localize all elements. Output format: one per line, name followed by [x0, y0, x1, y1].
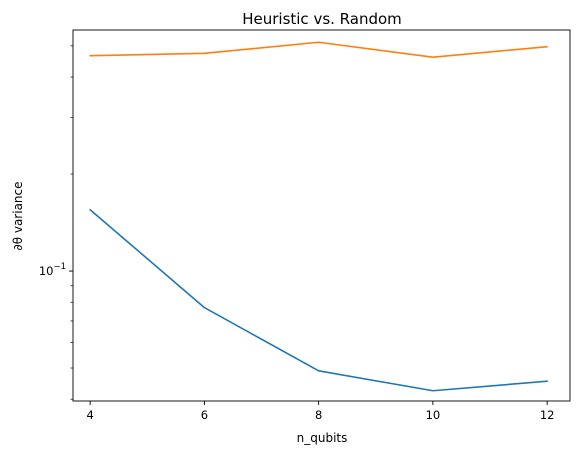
x-tick-label: 8	[315, 408, 322, 422]
x-tick-label: 12	[540, 408, 555, 422]
plot-frame	[72, 29, 571, 402]
y-tick-label: 10−1	[39, 262, 66, 278]
series-line-1	[89, 208, 548, 392]
series-layer	[89, 41, 548, 392]
plot-area	[73, 30, 570, 401]
y-axis-label: ∂θ variance	[11, 181, 25, 250]
x-tick-label: 10	[426, 408, 441, 422]
chart-title: Heuristic vs. Random	[242, 10, 402, 28]
series-line-2	[89, 41, 548, 59]
x-tick-label: 4	[86, 408, 93, 422]
ticks-layer: 4 6 8 10 12 10−1	[39, 45, 555, 422]
x-tick-label: 6	[201, 408, 208, 422]
x-axis-label: n_qubits	[297, 431, 348, 445]
